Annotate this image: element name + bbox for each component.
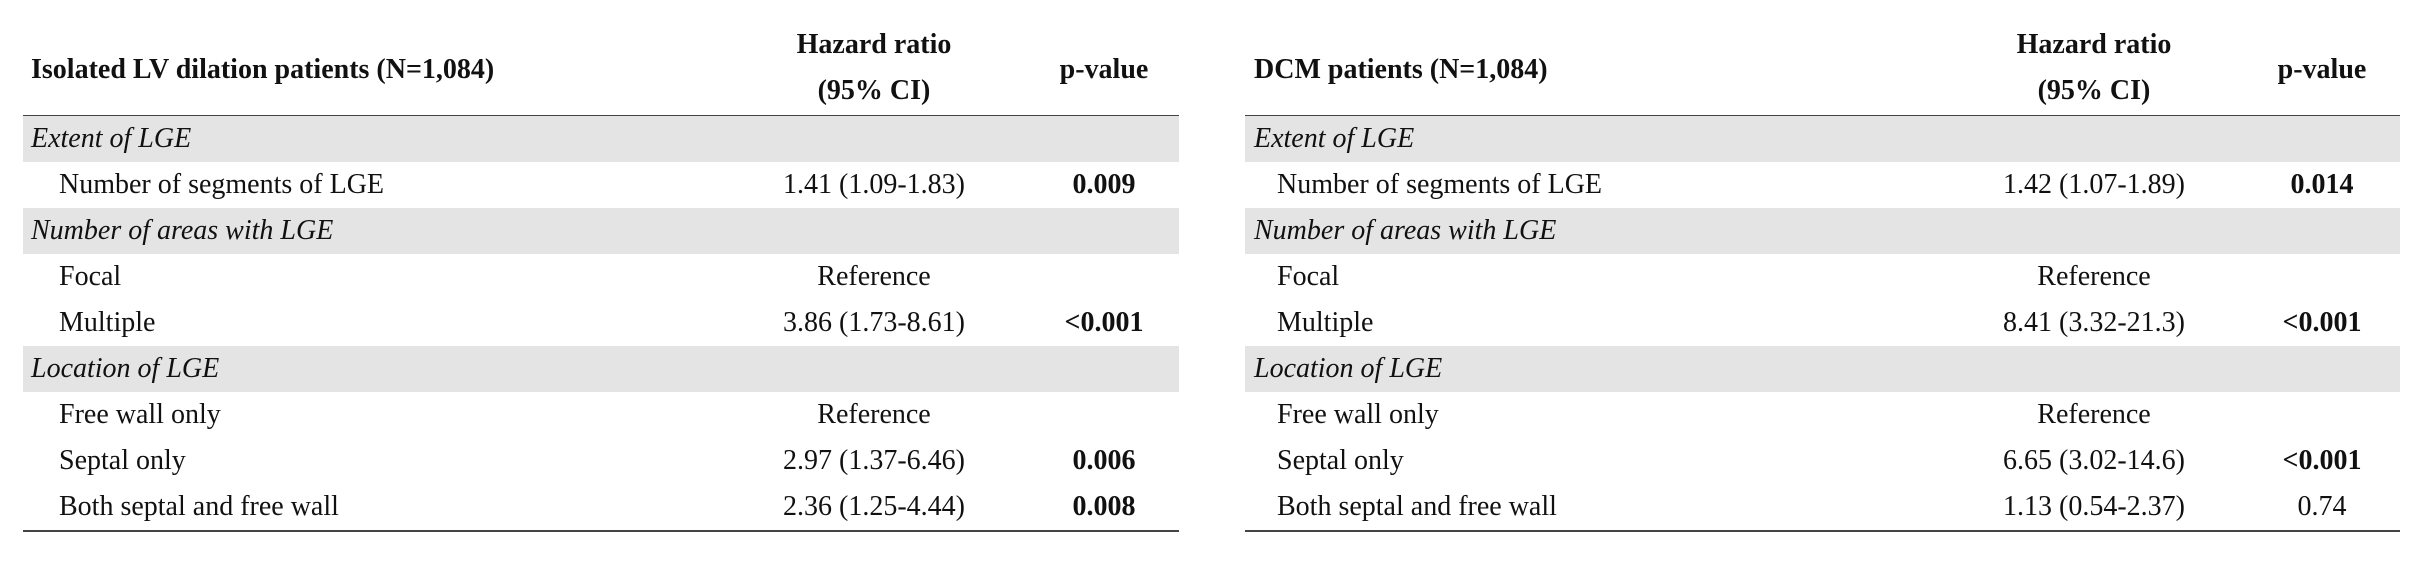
section-heading: Location of LGE bbox=[31, 353, 220, 384]
section-band bbox=[1245, 208, 2400, 254]
p-value: <0.001 bbox=[2282, 307, 2362, 338]
section-band bbox=[1245, 346, 2400, 392]
section-heading: Number of areas with LGE bbox=[1254, 215, 1557, 246]
row-label: Free wall only bbox=[1277, 399, 1439, 430]
section-heading: Number of areas with LGE bbox=[31, 215, 334, 246]
p-value: <0.001 bbox=[2282, 445, 2362, 476]
hazard-ratio: 8.41 (3.32-21.3) bbox=[2003, 307, 2185, 338]
row-label: Multiple bbox=[1277, 307, 1374, 338]
column-header: Hazard ratio bbox=[796, 29, 952, 60]
hazard-ratio: 2.36 (1.25-4.44) bbox=[783, 491, 965, 522]
p-value: 0.008 bbox=[1072, 491, 1136, 522]
row-label: Multiple bbox=[59, 307, 156, 338]
hazard-ratio: Reference bbox=[817, 261, 931, 292]
column-header: p-value bbox=[1059, 54, 1149, 85]
table-title: DCM patients (N=1,084) bbox=[1254, 54, 1548, 85]
table-title: Isolated LV dilation patients (N=1,084) bbox=[31, 54, 495, 85]
column-header: p-value bbox=[2277, 54, 2367, 85]
hazard-ratio: Reference bbox=[817, 399, 931, 430]
row-label: Number of segments of LGE bbox=[1277, 169, 1603, 200]
hazard-ratio: 1.42 (1.07-1.89) bbox=[2003, 169, 2185, 200]
p-value: 0.014 bbox=[2290, 169, 2354, 200]
row-label: Septal only bbox=[59, 445, 186, 476]
hazard-ratio: 6.65 (3.02-14.6) bbox=[2003, 445, 2185, 476]
section-band bbox=[23, 346, 1179, 392]
section-band bbox=[23, 116, 1179, 162]
p-value: 0.74 bbox=[2297, 491, 2347, 522]
hazard-ratio: 2.97 (1.37-6.46) bbox=[783, 445, 965, 476]
bottom-rule bbox=[1245, 530, 2400, 532]
column-header: (95% CI) bbox=[817, 75, 931, 106]
row-label: Free wall only bbox=[59, 399, 221, 430]
section-heading: Location of LGE bbox=[1254, 353, 1443, 384]
hazard-ratio: Reference bbox=[2037, 399, 2151, 430]
p-value: <0.001 bbox=[1064, 307, 1144, 338]
bottom-rule bbox=[23, 530, 1179, 532]
column-header: Hazard ratio bbox=[2016, 29, 2172, 60]
column-header: (95% CI) bbox=[2037, 75, 2151, 106]
hazard-ratio: 1.13 (0.54-2.37) bbox=[2003, 491, 2185, 522]
hazard-ratio: 3.86 (1.73-8.61) bbox=[783, 307, 965, 338]
row-label: Focal bbox=[59, 261, 122, 292]
section-heading: Extent of LGE bbox=[31, 123, 192, 154]
row-label: Both septal and free wall bbox=[1277, 491, 1557, 522]
section-heading: Extent of LGE bbox=[1254, 123, 1415, 154]
row-label: Both septal and free wall bbox=[59, 491, 339, 522]
row-label: Focal bbox=[1277, 261, 1340, 292]
section-band bbox=[1245, 116, 2400, 162]
row-label: Septal only bbox=[1277, 445, 1404, 476]
row-label: Number of segments of LGE bbox=[59, 169, 385, 200]
p-value: 0.009 bbox=[1072, 169, 1136, 200]
section-band bbox=[23, 208, 1179, 254]
hazard-ratio: Reference bbox=[2037, 261, 2151, 292]
hazard-ratio: 1.41 (1.09-1.83) bbox=[783, 169, 965, 200]
p-value: 0.006 bbox=[1072, 445, 1136, 476]
